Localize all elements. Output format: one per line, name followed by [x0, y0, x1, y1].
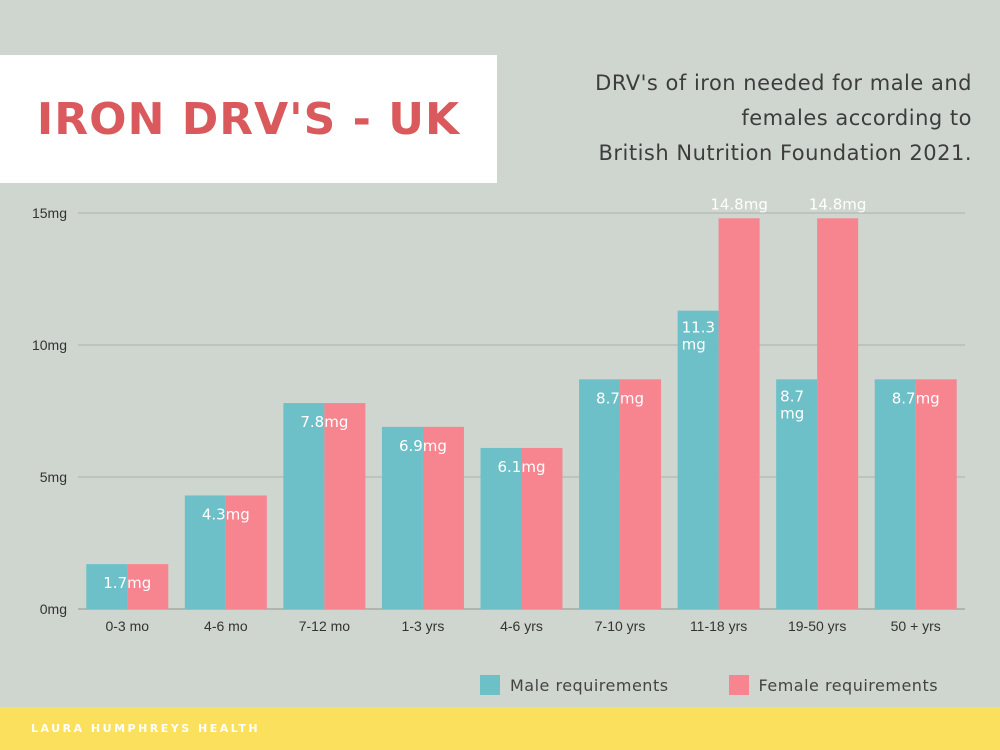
page-title: IRON DRV'S - UK	[36, 93, 461, 145]
data-label-line: 4.3mg	[202, 505, 250, 523]
title-box: IRON DRV'S - UK	[0, 55, 497, 183]
x-tick-label: 50 + yrs	[891, 618, 941, 634]
x-tick-label: 4-6 mo	[204, 618, 248, 634]
bar-male	[381, 426, 423, 609]
data-label-line: 14.8mg	[710, 195, 768, 213]
bar-male	[579, 379, 621, 609]
x-tick-label: 7-10 yrs	[595, 618, 646, 634]
legend-item-male: Male requirements	[480, 675, 669, 695]
data-label-line: 8.7	[780, 387, 804, 405]
data-label: 4.3mg	[202, 505, 250, 523]
footer-brand: LAURA HUMPHREYS HEALTH	[31, 722, 261, 735]
bar-female	[422, 426, 464, 609]
data-label-line: 7.8mg	[300, 413, 348, 431]
y-tick-label: 15mg	[32, 205, 67, 221]
legend-label-male: Male requirements	[510, 675, 669, 695]
x-tick-label: 7-12 mo	[299, 618, 351, 634]
bar-male	[480, 447, 522, 609]
data-label: 7.8mg	[300, 413, 348, 431]
bar-chart: 0mg 5mg 10mg 15mg 0-3 mo 4-6 mo 7-12 mo 1-3 yrs…	[32, 195, 965, 634]
bar-female	[521, 447, 563, 609]
data-label: 14.8mg	[809, 195, 867, 213]
bar-male	[776, 379, 818, 609]
data-label: 6.1mg	[498, 458, 546, 476]
x-tick-label: 4-6 yrs	[500, 618, 543, 634]
bar-male	[86, 564, 128, 609]
legend-swatch-female	[728, 675, 749, 695]
data-label: 1.7mg	[103, 574, 151, 592]
bar-male	[874, 379, 916, 609]
data-label-line: mg	[682, 336, 706, 354]
data-label: 8.7mg	[892, 389, 940, 407]
data-label-line: 8.7mg	[596, 389, 644, 407]
footer-bar: LAURA HUMPHREYS HEALTH	[0, 707, 1000, 750]
legend-label-female: Female requirements	[758, 675, 939, 695]
data-label-line: 8.7mg	[892, 389, 940, 407]
subtitle-line: females according to	[741, 106, 972, 130]
legend-item-female: Female requirements	[728, 675, 939, 695]
bar-male	[677, 310, 719, 609]
subtitle-line: DRV's of iron needed for male and	[595, 71, 972, 95]
y-tick-label: 10mg	[32, 337, 67, 353]
legend-swatch-male	[480, 675, 500, 695]
data-label: 6.9mg	[399, 437, 447, 455]
x-tick-label: 1-3 yrs	[402, 618, 445, 634]
data-label-line: 6.1mg	[498, 458, 546, 476]
data-label-line: 11.3	[682, 319, 715, 337]
bar-male	[184, 495, 226, 609]
bar-female	[817, 218, 859, 609]
data-label-line: 1.7mg	[103, 574, 151, 592]
bar-female	[718, 218, 760, 609]
bar-male	[283, 403, 325, 609]
bar-female	[915, 379, 957, 609]
legend: Male requirements Female requirements	[480, 672, 938, 698]
data-label-line: 6.9mg	[399, 437, 447, 455]
data-label: 8.7mg	[596, 389, 644, 407]
data-label: 11.3 mg	[682, 319, 715, 354]
bar-female	[225, 495, 267, 609]
x-tick-label: 11-18 yrs	[690, 618, 747, 634]
subtitle-line: British Nutrition Foundation 2021.	[598, 141, 972, 165]
y-tick-label: 5mg	[40, 469, 67, 485]
data-label-line: 14.8mg	[809, 195, 867, 213]
bar-female	[127, 564, 169, 609]
y-tick-label: 0mg	[40, 601, 67, 617]
data-label-line: mg	[780, 404, 804, 422]
data-label: 14.8mg	[710, 195, 768, 213]
bar-female	[620, 379, 662, 609]
chart-subtitle: DRV's of iron needed for male and female…	[502, 66, 972, 171]
bar-female	[324, 403, 366, 609]
x-tick-label: 0-3 mo	[105, 618, 149, 634]
x-tick-label: 19-50 yrs	[788, 618, 846, 634]
